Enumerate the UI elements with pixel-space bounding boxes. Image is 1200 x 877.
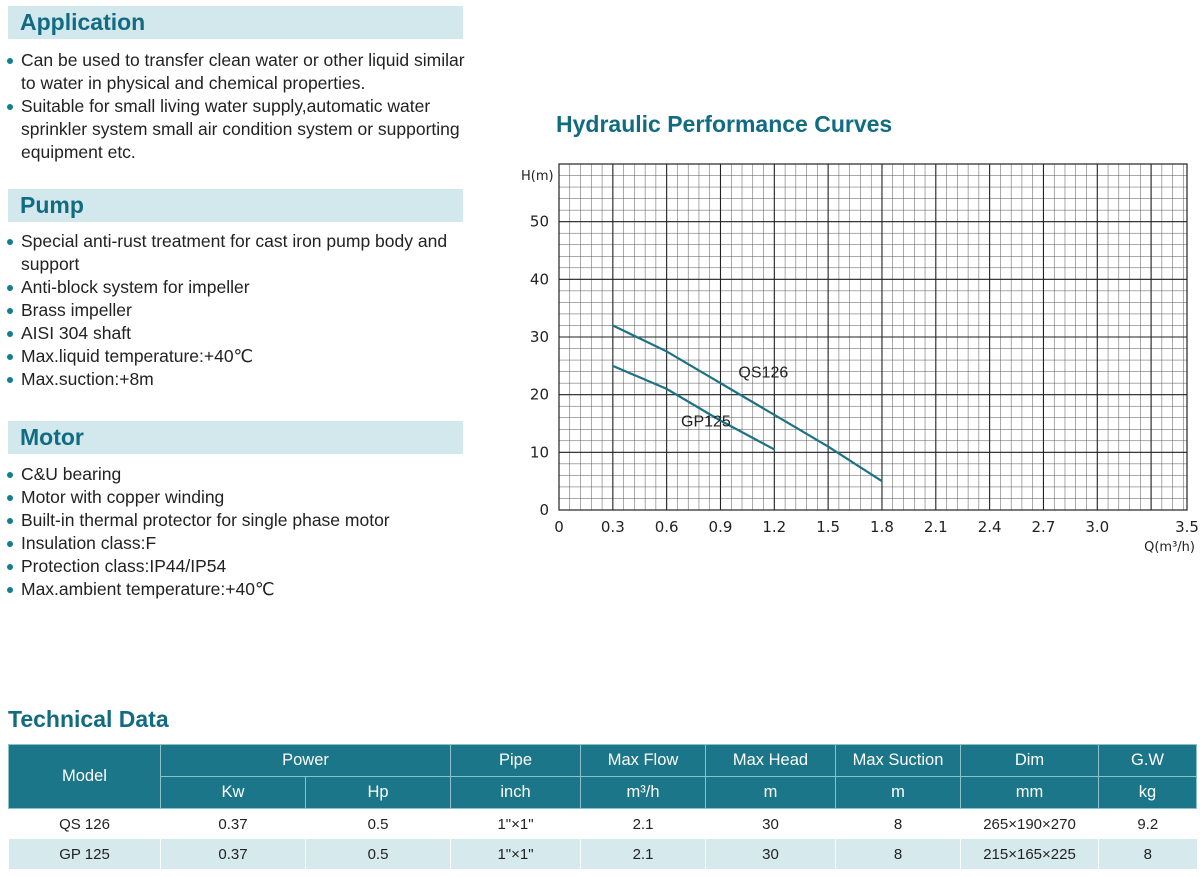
table-cell: 8 [835, 839, 961, 869]
table-cell: 9.2 [1098, 808, 1197, 839]
table-row: QS 126 0.37 0.5 1"×1" 2.1 30 8 265×190×2… [8, 808, 1197, 839]
table-cell: 0.5 [305, 839, 451, 869]
unit-dim: mm [960, 776, 1099, 809]
list-item: AISI 304 shaft [6, 322, 476, 345]
list-item: Can be used to transfer clean water or o… [6, 49, 476, 95]
x-tick-label: 0.3 [601, 518, 625, 536]
table-cell: QS 126 [8, 808, 161, 839]
x-tick-label: 1.8 [870, 518, 894, 536]
x-tick-label: 2.4 [978, 518, 1002, 536]
x-tick-label: 3.0 [1085, 518, 1109, 536]
list-item: Max.suction:+8m [6, 368, 476, 391]
data-point [719, 419, 722, 422]
table-cell: 265×190×270 [960, 808, 1099, 839]
header-max-suction: Max Suction [835, 744, 961, 777]
technical-table: Model Power Pipe Max Flow Max Head Max S… [8, 744, 1197, 869]
x-tick-label: 2.1 [924, 518, 948, 536]
list-item: Suitable for small living water supply,a… [6, 95, 476, 164]
unit-suction: m [835, 776, 961, 809]
pump-title: Pump [20, 192, 84, 218]
unit-flow: m³/h [580, 776, 706, 809]
data-point [827, 445, 829, 448]
header-max-flow: Max Flow [580, 744, 706, 777]
y-tick-label: 50 [530, 213, 549, 231]
plot-border [558, 163, 1188, 511]
table-cell: 0.37 [160, 839, 306, 869]
header-pipe: Pipe [450, 744, 581, 777]
list-item: Protection class:IP44/IP54 [6, 555, 476, 578]
table-cell: 8 [1098, 839, 1197, 869]
pump-list: Special anti-rust treatment for cast iro… [6, 230, 476, 391]
data-point [881, 480, 883, 482]
unit-kw: Kw [160, 776, 306, 809]
y-tick-label: 20 [530, 386, 549, 404]
y-tick-label: 10 [530, 443, 549, 461]
series-label: GP125 [681, 413, 731, 430]
x-tick-label: 0.6 [655, 518, 679, 536]
data-point [773, 414, 776, 416]
table-cell: GP 125 [8, 839, 161, 869]
performance-chart: 0 0.3 0.6 0.9 1.2 1.5 1.8 2.1 2.4 2.7 3.0 3.5 0 10 20 3… [521, 163, 1199, 555]
data-point [665, 388, 668, 390]
y-tick-label: 40 [530, 270, 549, 288]
x-tick-label: 1.2 [762, 518, 786, 536]
x-tick-label: 0 [554, 518, 564, 536]
table-cell: 30 [705, 808, 836, 839]
y-tick-label: 0 [539, 501, 549, 519]
list-item: Max.liquid temperature:+40℃ [6, 345, 476, 368]
application-header: Application [8, 6, 463, 39]
list-item: Max.ambient temperature:+40℃ [6, 578, 476, 601]
motor-title: Motor [20, 424, 84, 450]
table-row: GP 125 0.37 0.5 1"×1" 2.1 30 8 215×165×2… [8, 839, 1197, 869]
table-cell: 30 [705, 839, 836, 869]
data-point [612, 365, 614, 367]
application-title: Application [20, 9, 146, 35]
data-point [773, 448, 776, 451]
unit-head: m [705, 776, 836, 809]
header-power: Power [160, 744, 451, 777]
table-cell: 0.37 [160, 808, 306, 839]
header-gw: G.W [1098, 744, 1197, 777]
table-cell: 2.1 [580, 839, 706, 869]
list-item: Special anti-rust treatment for cast iro… [6, 230, 476, 276]
table-cell: 215×165×225 [960, 839, 1099, 869]
table-cell: 8 [835, 808, 961, 839]
header-dim: Dim [960, 744, 1099, 777]
list-item: Insulation class:F [6, 532, 476, 555]
list-item: Brass impeller [6, 299, 476, 322]
table-cell: 0.5 [305, 808, 451, 839]
x-tick-label: 0.9 [709, 518, 733, 536]
chart-title: Hydraulic Performance Curves [556, 111, 893, 137]
table-cell: 1"×1" [450, 808, 581, 839]
application-list: Can be used to transfer clean water or o… [6, 49, 476, 164]
y-axis-label: H(m) [521, 169, 554, 184]
table-cell: 1"×1" [450, 839, 581, 869]
x-axis-label: Q(m³/h) [1144, 540, 1195, 555]
series-line [612, 324, 883, 483]
list-item: Motor with copper winding [6, 486, 476, 509]
list-item: C&U bearing [6, 463, 476, 486]
x-tick-label: 2.7 [1032, 518, 1056, 536]
header-model: Model [8, 744, 161, 809]
data-point [665, 350, 668, 353]
technical-title: Technical Data [8, 706, 169, 732]
list-item: Built-in thermal protector for single ph… [6, 509, 476, 532]
motor-header: Motor [8, 421, 463, 454]
unit-gw: kg [1098, 776, 1197, 809]
header-max-head: Max Head [705, 744, 836, 777]
unit-pipe: inch [450, 776, 581, 809]
x-tick-label: 1.5 [816, 518, 840, 536]
table-cell: 2.1 [580, 808, 706, 839]
pump-header: Pump [8, 189, 463, 222]
list-item: Anti-block system for impeller [6, 276, 476, 299]
unit-hp: Hp [305, 776, 451, 809]
series-line [612, 364, 775, 451]
y-tick-label: 30 [530, 328, 549, 346]
series-label: QS126 [738, 364, 788, 381]
data-point [719, 382, 722, 384]
data-point [612, 324, 614, 327]
motor-list: C&U bearing Motor with copper winding Bu… [6, 463, 476, 601]
x-tick-label: 3.5 [1175, 518, 1199, 536]
